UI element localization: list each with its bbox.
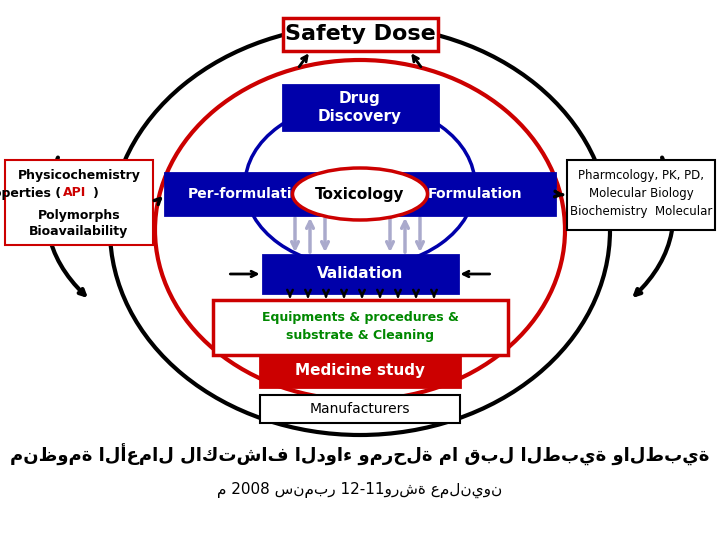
FancyBboxPatch shape (282, 18, 438, 51)
FancyBboxPatch shape (165, 173, 555, 215)
FancyBboxPatch shape (263, 255, 457, 293)
FancyBboxPatch shape (212, 300, 508, 355)
Text: م 2008 سنمبر 12-11ورشة عملنيون: م 2008 سنمبر 12-11ورشة عملنيون (217, 482, 503, 498)
Text: Polymorphs: Polymorphs (37, 208, 120, 221)
Text: Pharmcology, PK, PD,: Pharmcology, PK, PD, (578, 168, 704, 181)
Text: ): ) (93, 186, 99, 199)
Text: Per-formulation: Per-formulation (188, 187, 312, 201)
FancyBboxPatch shape (260, 355, 460, 387)
Text: Safety Dose: Safety Dose (284, 24, 436, 44)
Text: Molecular Biology: Molecular Biology (589, 186, 693, 199)
Text: properties (: properties ( (0, 186, 61, 199)
FancyBboxPatch shape (260, 395, 460, 423)
Text: Medicine study: Medicine study (295, 363, 425, 379)
Text: Validation: Validation (317, 267, 403, 281)
Text: Drug
Discovery: Drug Discovery (318, 91, 402, 124)
Text: Toxicology: Toxicology (315, 186, 405, 201)
Text: Manufacturers: Manufacturers (310, 402, 410, 416)
Text: Formulation: Formulation (428, 187, 522, 201)
Text: Equipments & procedures &: Equipments & procedures & (261, 312, 459, 325)
Text: Bioavailability: Bioavailability (30, 226, 129, 239)
FancyBboxPatch shape (567, 160, 715, 230)
Text: substrate & Cleaning: substrate & Cleaning (286, 329, 434, 342)
FancyBboxPatch shape (5, 160, 153, 245)
Ellipse shape (292, 168, 428, 220)
Text: منظومة الأعمال لاكتشاف الدواء ومرحلة ما قبل الطبية والطبية: منظومة الأعمال لاكتشاف الدواء ومرحلة ما … (10, 444, 710, 466)
FancyBboxPatch shape (282, 85, 438, 130)
Text: Biochemistry  Molecular: Biochemistry Molecular (570, 205, 712, 218)
Text: Physicochemistry: Physicochemistry (17, 170, 140, 183)
Text: API: API (63, 186, 86, 199)
